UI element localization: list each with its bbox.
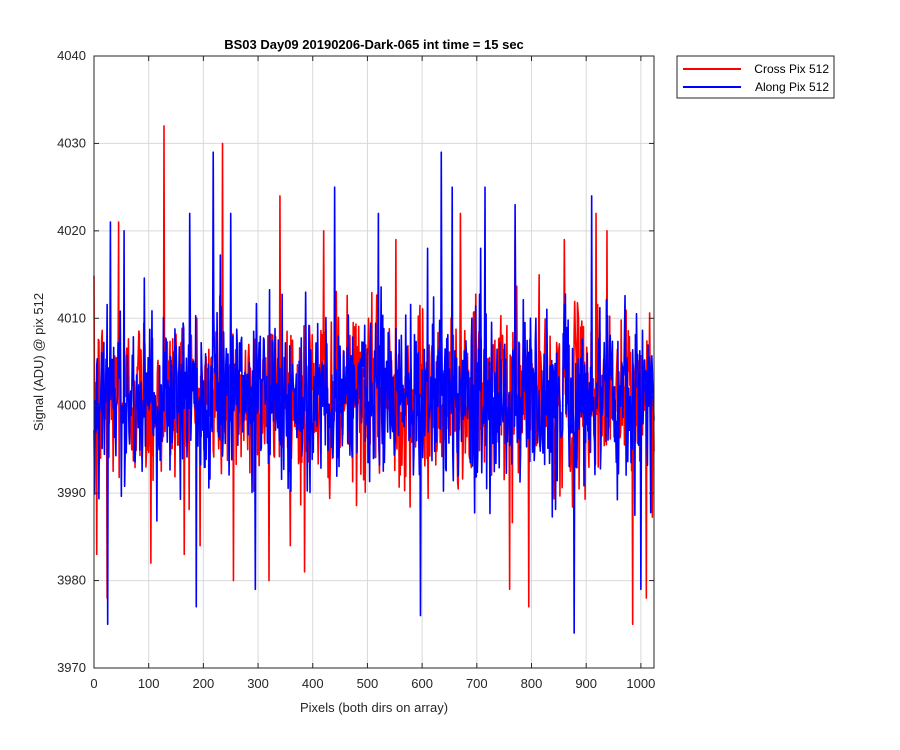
tick-layer: 0 100 200 300 400 500 600 700 800 900 1000 3970 3980…	[57, 48, 655, 691]
y-axis-label: Signal (ADU) @ pix 512	[31, 293, 46, 431]
series-line-along	[93, 151, 655, 634]
x-tick-label: 400	[302, 676, 324, 691]
plot-frame	[93, 55, 655, 669]
x-tick-label: 1000	[626, 676, 655, 691]
x-tick-label: 100	[138, 676, 160, 691]
y-tick-label: 4040	[57, 48, 86, 63]
y-tick-label: 4010	[57, 310, 86, 325]
x-tick-label: 200	[193, 676, 215, 691]
x-tick-label: 0	[90, 676, 97, 691]
legend: Cross Pix 512 Along Pix 512	[676, 55, 835, 99]
series-layer	[93, 125, 655, 634]
chart-title: BS03 Day09 20190206-Dark-065 int time = …	[224, 37, 524, 52]
legend-label-cross: Cross Pix 512	[754, 62, 829, 76]
y-tick-label: 3990	[57, 485, 86, 500]
x-tick-label: 600	[411, 676, 433, 691]
legend-box	[676, 55, 835, 99]
y-tick-label: 4000	[57, 398, 86, 413]
x-tick-label: 700	[466, 676, 488, 691]
y-tick-label: 3980	[57, 573, 86, 588]
x-tick-label: 500	[357, 676, 379, 691]
x-tick-label: 900	[575, 676, 597, 691]
y-tick-label: 4020	[57, 223, 86, 238]
x-tick-label: 800	[521, 676, 543, 691]
y-tick-label: 3970	[57, 660, 86, 675]
x-axis-label: Pixels (both dirs on array)	[300, 700, 448, 715]
legend-label-along: Along Pix 512	[755, 80, 829, 94]
y-tick-label: 4030	[57, 135, 86, 150]
x-tick-label: 300	[247, 676, 269, 691]
